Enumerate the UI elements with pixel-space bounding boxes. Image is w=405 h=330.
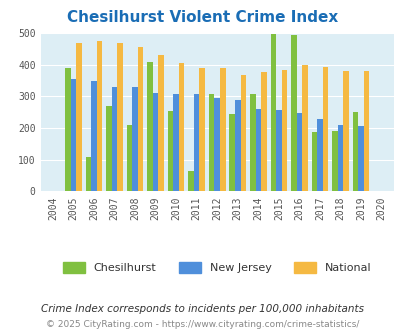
Bar [70, 79, 76, 191]
Bar [91, 81, 96, 191]
Bar [316, 118, 322, 191]
Bar [301, 65, 307, 191]
Bar [322, 67, 327, 191]
Bar [65, 68, 70, 191]
Bar [209, 94, 214, 191]
Bar [357, 126, 363, 191]
Bar [138, 47, 143, 191]
Bar [96, 41, 102, 191]
Bar [214, 98, 220, 191]
Bar [255, 109, 260, 191]
Bar [352, 112, 357, 191]
Bar [220, 69, 225, 191]
Bar [240, 75, 245, 191]
Bar [281, 70, 286, 191]
Bar [194, 93, 199, 191]
Text: Chesilhurst Violent Crime Index: Chesilhurst Violent Crime Index [67, 10, 338, 25]
Bar [132, 87, 138, 191]
Bar [106, 107, 111, 191]
Bar [311, 132, 316, 191]
Bar [337, 124, 342, 191]
Text: © 2025 CityRating.com - https://www.cityrating.com/crime-statistics/: © 2025 CityRating.com - https://www.city… [46, 320, 359, 329]
Bar [76, 43, 81, 191]
Bar [111, 87, 117, 191]
Bar [249, 94, 255, 191]
Bar [290, 35, 296, 191]
Bar [342, 71, 348, 191]
Bar [179, 63, 184, 191]
Text: Crime Index corresponds to incidents per 100,000 inhabitants: Crime Index corresponds to incidents per… [41, 304, 364, 314]
Bar [173, 93, 179, 191]
Bar [126, 124, 132, 191]
Bar [167, 111, 173, 191]
Bar [331, 131, 337, 191]
Bar [275, 110, 281, 191]
Bar [363, 71, 369, 191]
Bar [152, 92, 158, 191]
Bar [158, 54, 164, 191]
Legend: Chesilhurst, New Jersey, National: Chesilhurst, New Jersey, National [58, 257, 375, 278]
Bar [117, 43, 123, 191]
Bar [296, 113, 301, 191]
Bar [199, 69, 205, 191]
Bar [188, 171, 194, 191]
Bar [270, 34, 275, 191]
Bar [147, 61, 152, 191]
Bar [260, 72, 266, 191]
Bar [234, 100, 240, 191]
Bar [85, 157, 91, 191]
Bar [229, 114, 234, 191]
